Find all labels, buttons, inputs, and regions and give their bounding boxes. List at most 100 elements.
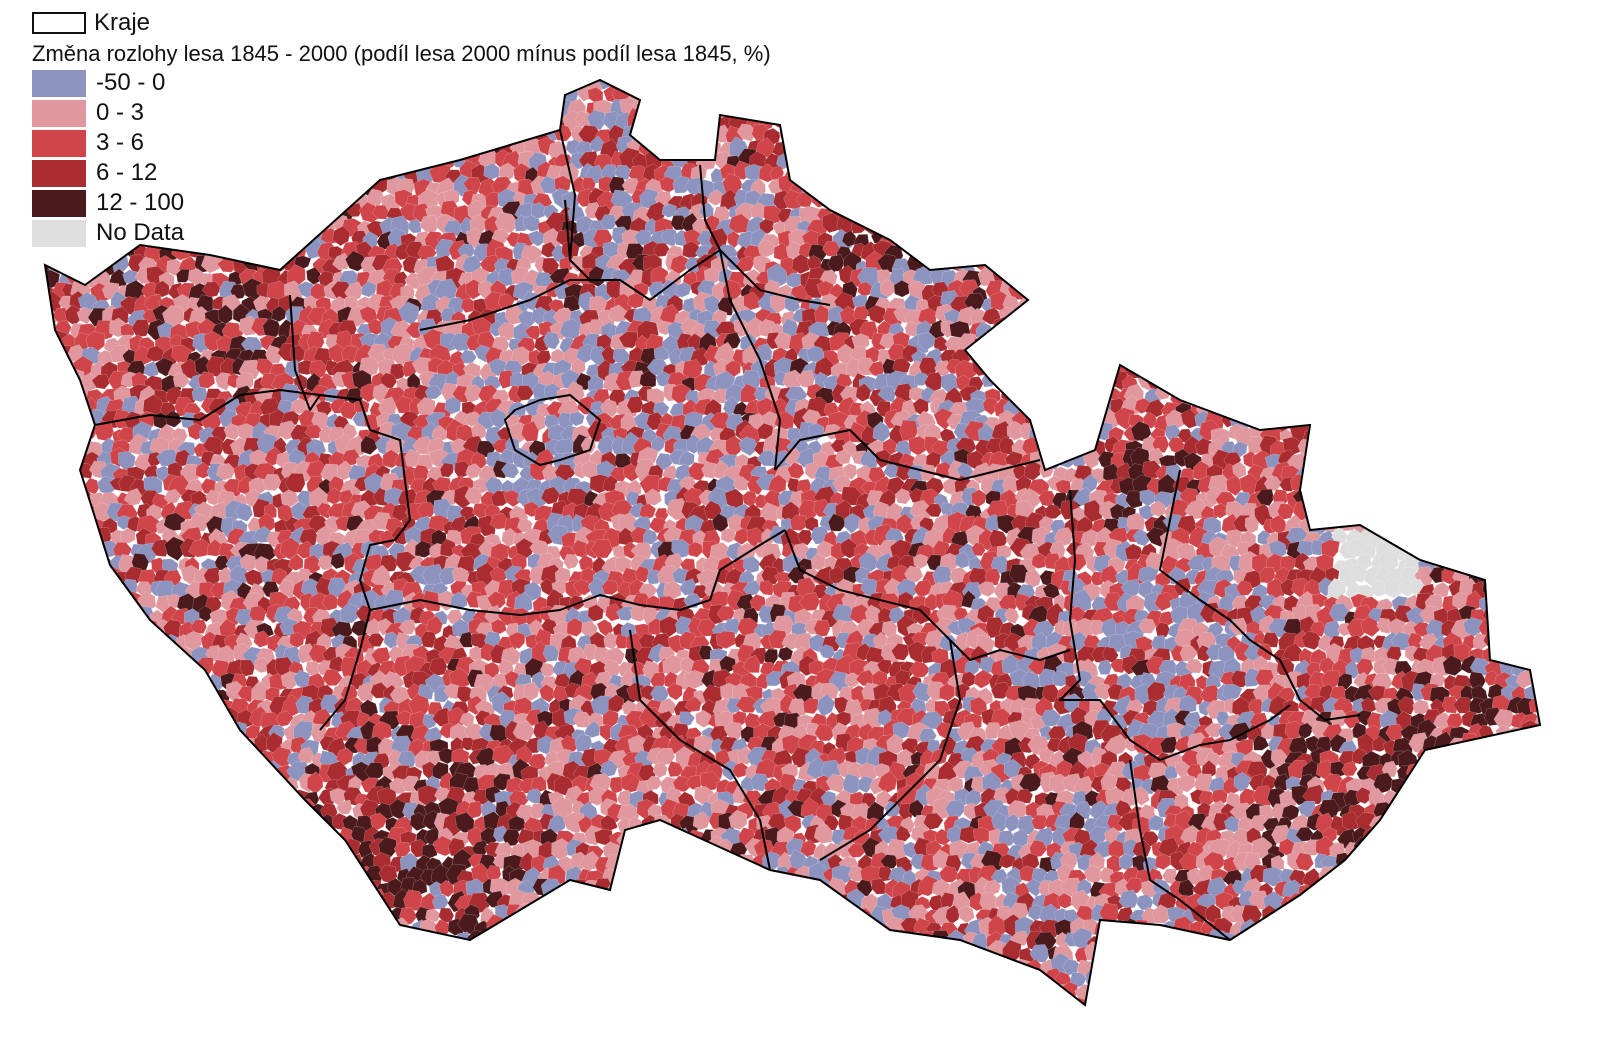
municipality-cell <box>1482 110 1503 128</box>
municipality-cell <box>797 80 818 81</box>
municipality-cell <box>1384 191 1405 212</box>
municipality-cell <box>45 512 57 532</box>
municipality-cell <box>1167 150 1187 167</box>
municipality-cell <box>794 113 816 136</box>
municipality-cell <box>1311 440 1329 461</box>
municipality-cell <box>1327 398 1350 420</box>
municipality-cell <box>1482 423 1504 445</box>
municipality-cell <box>1447 345 1468 364</box>
municipality-cell <box>1482 397 1502 419</box>
municipality-cell <box>1042 435 1058 454</box>
municipality-cell <box>888 82 908 102</box>
municipality-cell <box>1403 330 1424 353</box>
municipality-cell <box>1063 410 1082 430</box>
municipality-cell <box>1310 381 1332 406</box>
municipality-cell <box>1524 215 1540 232</box>
municipality-cell <box>50 433 72 459</box>
municipality-cell <box>1041 212 1064 235</box>
municipality-cell <box>1372 152 1390 171</box>
municipality-cell <box>1366 348 1385 366</box>
municipality-cell <box>1042 85 1064 105</box>
municipality-cell <box>1048 229 1065 248</box>
municipality-cell <box>952 84 972 105</box>
municipality-cell <box>824 64 841 79</box>
municipality-cell <box>1491 382 1514 404</box>
municipality-cell <box>1309 356 1330 380</box>
municipality-cell <box>919 205 945 226</box>
municipality-cell <box>1323 124 1346 146</box>
municipality-cell <box>1017 320 1034 336</box>
municipality-cell <box>1459 351 1476 368</box>
municipality-cell <box>1547 518 1564 536</box>
municipality-cell <box>1352 452 1372 473</box>
municipality-cell <box>1057 347 1079 366</box>
municipality-cell <box>1393 88 1415 109</box>
municipality-cell <box>1530 153 1540 172</box>
municipality-cell <box>1384 128 1405 147</box>
municipality-cell <box>1352 137 1373 159</box>
municipality-cell <box>1370 111 1391 129</box>
municipality-cell <box>804 81 829 104</box>
municipality-cell <box>54 490 70 509</box>
municipality-cell <box>1352 112 1372 129</box>
municipality-cell <box>1174 372 1192 391</box>
municipality-cell <box>1497 140 1517 159</box>
municipality-cell <box>1108 347 1129 366</box>
municipality-cell <box>1260 284 1278 301</box>
municipality-cell <box>1506 411 1528 433</box>
municipality-cell <box>1555 87 1569 103</box>
municipality-cell <box>1404 501 1428 526</box>
municipality-cell <box>1330 425 1346 442</box>
municipality-cell <box>1315 191 1333 209</box>
municipality-cell <box>1502 345 1520 365</box>
municipality-cell <box>1415 253 1434 273</box>
municipality-cell <box>1156 60 1180 78</box>
municipality-cell <box>1321 154 1342 173</box>
municipality-cell <box>1393 402 1410 418</box>
municipality-cell <box>961 100 981 118</box>
municipality-cell <box>842 80 866 83</box>
municipality-cell <box>1002 163 1022 184</box>
municipality-cell <box>1513 194 1532 213</box>
municipality-cell <box>1228 293 1247 314</box>
municipality-cell <box>1407 216 1427 237</box>
municipality-cell <box>1521 240 1540 261</box>
municipality-cell <box>1470 476 1493 496</box>
municipality-cell <box>1264 115 1280 135</box>
municipality-cell <box>1177 114 1195 134</box>
municipality-cell <box>1328 478 1348 494</box>
municipality-cell <box>1489 98 1508 117</box>
municipality-cell <box>1345 396 1366 418</box>
municipality-cell <box>1244 101 1262 120</box>
municipality-cell <box>1212 80 1230 81</box>
municipality-cell <box>1518 493 1535 509</box>
municipality-cell <box>1266 225 1286 246</box>
municipality-cell <box>1410 136 1429 158</box>
municipality-cell <box>1359 409 1383 430</box>
municipality-cell <box>940 58 957 75</box>
municipality-cell <box>1364 447 1386 467</box>
municipality-cell <box>1019 80 1040 83</box>
municipality-cell <box>1340 163 1362 184</box>
municipality-cell <box>1368 214 1386 231</box>
municipality-cell <box>913 85 933 107</box>
municipality-cell <box>1372 388 1391 408</box>
municipality-cell <box>1100 149 1120 170</box>
municipality-cell <box>1487 321 1506 341</box>
municipality-cell <box>1440 332 1460 353</box>
municipality-cell <box>899 114 921 136</box>
municipality-cell <box>1414 282 1433 300</box>
municipality-cell <box>812 110 831 128</box>
municipality-cell <box>1378 394 1400 418</box>
municipality-cell <box>1459 297 1480 319</box>
municipality-cell <box>1221 229 1237 249</box>
municipality-cell <box>1376 335 1393 354</box>
municipality-cell <box>1176 84 1195 104</box>
municipality-cell <box>1103 80 1122 92</box>
municipality-cell <box>1523 59 1544 79</box>
municipality-cell <box>824 164 845 184</box>
municipality-cell <box>1416 217 1437 238</box>
municipality-cell <box>1472 427 1488 445</box>
municipality-cell <box>1350 309 1373 332</box>
municipality-cell <box>1150 164 1166 181</box>
